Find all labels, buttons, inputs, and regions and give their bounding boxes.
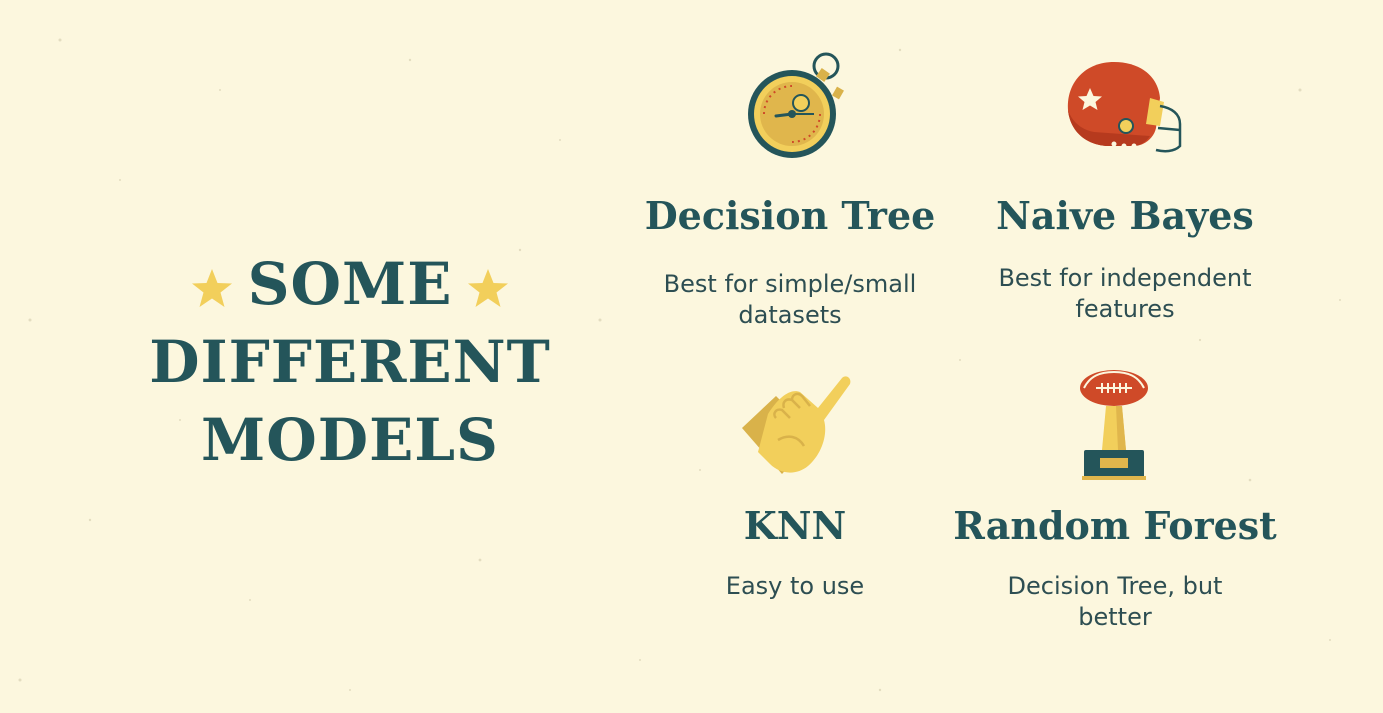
model-card-knn: KNN Easy to use: [680, 503, 910, 602]
model-title: Naive Bayes: [996, 193, 1254, 238]
model-card-random-forest: Random Forest Decision Tree, but better: [930, 503, 1300, 633]
star-icon: [468, 269, 509, 307]
model-description: Best for independent features: [998, 264, 1252, 323]
football-helmet-icon: [1067, 62, 1182, 153]
heading-line-3: MODELS: [201, 406, 499, 474]
slide-heading: SOME DIFFERENT MODELS: [140, 245, 560, 479]
model-title: Decision Tree: [644, 193, 936, 238]
foam-finger-icon: [742, 376, 851, 474]
heading-line-2: DIFFERENT: [149, 328, 551, 396]
model-description: Decision Tree, but better: [1007, 572, 1223, 631]
model-card-naive-bayes: Naive Bayes Best for independent feature…: [975, 193, 1275, 325]
model-card-decision-tree: Decision Tree Best for simple/small data…: [630, 193, 950, 331]
heading-line-1-text: SOME: [247, 250, 453, 318]
heading-line-1: SOME: [140, 245, 560, 323]
model-title: Random Forest: [953, 503, 1277, 548]
model-description: Best for simple/small datasets: [663, 270, 917, 329]
model-description: Easy to use: [725, 572, 865, 600]
star-icon: [191, 269, 232, 307]
model-title: KNN: [743, 503, 847, 548]
stopwatch-icon: [748, 52, 844, 158]
trophy-icon: [1080, 370, 1148, 480]
